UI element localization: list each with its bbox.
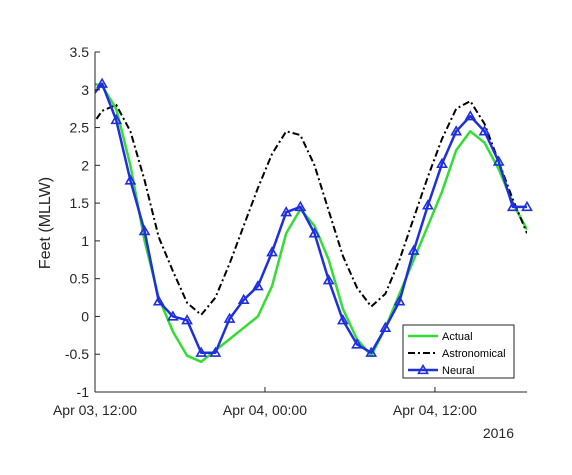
legend-label-actual: Actual	[442, 331, 473, 343]
series-point-neural	[96, 77, 108, 88]
series-point-neural	[506, 200, 519, 212]
y-tick-label: 0	[81, 308, 89, 324]
legend-marker-neural	[417, 363, 429, 375]
series-point-neural	[195, 346, 208, 357]
y-tick-label: 0.5	[70, 271, 90, 287]
series-point-neural	[181, 314, 193, 325]
series-point-neural	[124, 174, 137, 185]
series-point-neural	[464, 110, 477, 121]
series-point-neural	[351, 338, 363, 349]
series-point-neural	[322, 274, 335, 285]
y-axis-label: Feet (MLLW)	[37, 177, 54, 269]
axes	[94, 51, 527, 393]
series-line-neural	[95, 82, 527, 354]
y-tick-label: 1	[81, 233, 89, 249]
series-point-neural	[492, 155, 505, 166]
y-tick-label: 3.5	[70, 44, 90, 60]
y-tick-label: 1.5	[70, 195, 90, 211]
y-tick-label: 2	[81, 157, 89, 173]
tick-labels: -1 -0.5 0 0.5 1 1.5 2 2.5 3 3.5 Apr 03, 12:00 Apr 0…	[53, 44, 477, 418]
y-tick-label: 3	[81, 82, 89, 98]
series-point-neural	[209, 346, 222, 357]
legend-label-astronomical: Astronomical	[442, 348, 506, 360]
plot-lines	[95, 82, 527, 364]
series-point-neural	[280, 206, 293, 217]
x-tick-label: Apr 04, 00:00	[223, 402, 307, 418]
y-tick-label: -1	[77, 384, 90, 400]
series-line-astronomical	[95, 100, 527, 316]
y-tick-label: 2.5	[70, 120, 90, 136]
legend-label-neural: Neural	[442, 365, 474, 377]
series-point-neural	[450, 125, 463, 136]
series-point-neural	[237, 293, 250, 304]
series-point-neural	[266, 246, 278, 257]
series-point-neural	[421, 199, 434, 210]
x-tick-label: Apr 03, 12:00	[53, 402, 137, 418]
series-point-neural	[223, 312, 236, 323]
series-point-neural	[393, 295, 406, 306]
series-point-neural	[152, 295, 165, 306]
series-point-neural	[252, 280, 264, 291]
series-point-neural	[110, 113, 123, 125]
series-point-neural	[336, 314, 349, 325]
series-point-neural	[308, 227, 321, 238]
legend: Actual Astronomical Neural	[402, 324, 515, 379]
series-point-neural	[521, 200, 533, 212]
year-label: 2016	[483, 425, 514, 441]
series-point-neural	[138, 224, 151, 236]
series-point-neural	[478, 125, 491, 136]
series-point-neural	[407, 244, 420, 255]
series-point-neural	[365, 346, 378, 357]
plot-markers	[96, 77, 533, 357]
series-point-neural	[167, 310, 179, 321]
series-point-neural	[294, 200, 307, 212]
series-point-neural	[379, 321, 392, 332]
series-point-neural	[436, 157, 448, 168]
y-tick-label: -0.5	[65, 346, 89, 362]
x-tick-label: Apr 04, 12:00	[393, 402, 477, 418]
